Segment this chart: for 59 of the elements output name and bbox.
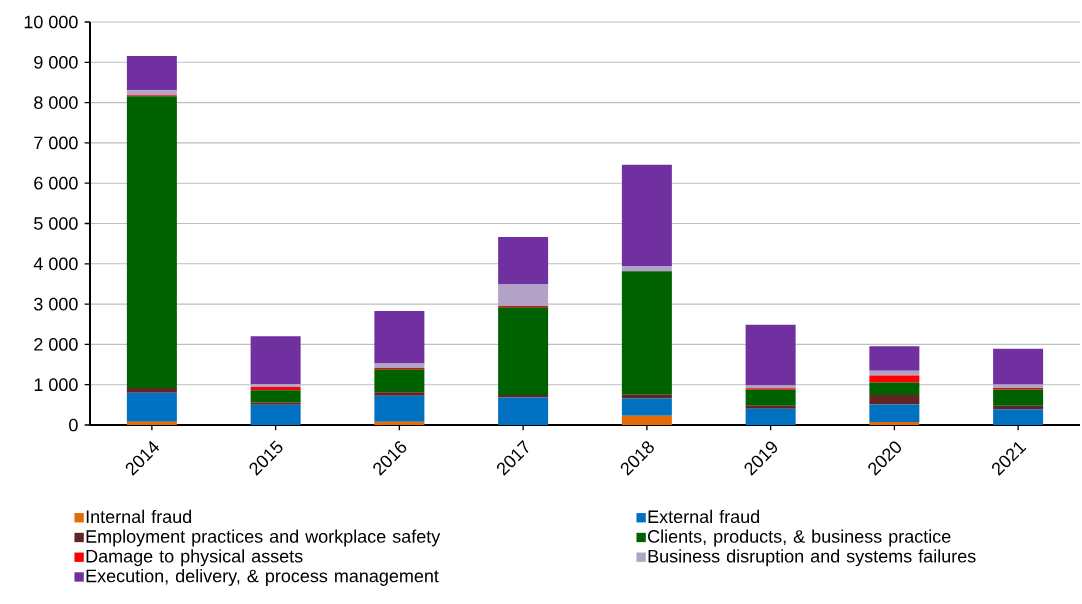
bar <box>745 324 796 386</box>
bar <box>250 336 301 384</box>
y-tick-label: 6 000 <box>34 176 78 190</box>
bar <box>869 375 920 383</box>
bar <box>126 90 177 96</box>
bar <box>621 415 672 425</box>
bar <box>250 404 301 425</box>
legend-label: Employment practices and workplace safety <box>86 529 441 547</box>
bar <box>374 421 425 425</box>
bar <box>374 392 425 396</box>
y-tick-label: 5 000 <box>34 217 78 230</box>
legend-label: Damage to physical assets <box>86 549 303 567</box>
bar <box>993 389 1044 406</box>
bar <box>869 346 920 371</box>
bar <box>126 96 177 388</box>
bar <box>498 237 549 285</box>
bar <box>993 348 1044 385</box>
y-tick-label: 8 000 <box>34 96 78 109</box>
bar <box>126 421 177 425</box>
legend-label: External fraud <box>648 509 760 524</box>
bar <box>250 390 301 403</box>
y-tick-label: 0 <box>69 418 78 432</box>
bar <box>621 398 672 416</box>
y-tick-label: 7 000 <box>34 136 78 150</box>
bar <box>745 389 796 406</box>
bar <box>126 387 177 393</box>
bar <box>126 392 177 422</box>
y-tick-label: 9 000 <box>34 55 78 69</box>
legend-label: Execution, delivery, & process management <box>86 569 439 586</box>
legend-label: Clients, products, & business practice <box>648 529 951 547</box>
bar <box>621 266 672 272</box>
bar <box>374 395 425 422</box>
bar <box>498 307 549 395</box>
bar <box>374 310 425 364</box>
bar <box>374 369 425 393</box>
bar <box>374 363 425 368</box>
bar <box>869 404 920 422</box>
bar <box>250 383 301 388</box>
bar <box>126 56 177 91</box>
bar <box>498 397 549 425</box>
y-tick-label: 2 000 <box>34 338 78 351</box>
bar <box>993 409 1044 425</box>
bar <box>869 382 920 395</box>
y-tick-label: 1 000 <box>34 378 78 392</box>
legend-label: Internal fraud <box>86 509 192 524</box>
y-tick-label: 10 000 <box>24 15 78 29</box>
bar <box>250 387 301 391</box>
bar <box>621 164 672 267</box>
bar <box>869 394 920 405</box>
bar <box>250 402 301 405</box>
bar <box>498 394 549 398</box>
bar <box>498 284 549 306</box>
bar <box>745 408 796 425</box>
bar <box>621 271 672 395</box>
y-tick-label: 4 000 <box>33 257 78 271</box>
bar <box>745 405 796 409</box>
bar <box>869 421 920 425</box>
y-tick-label: 3 000 <box>34 297 78 311</box>
legend-label: Business disruption and systems failures <box>648 549 976 567</box>
